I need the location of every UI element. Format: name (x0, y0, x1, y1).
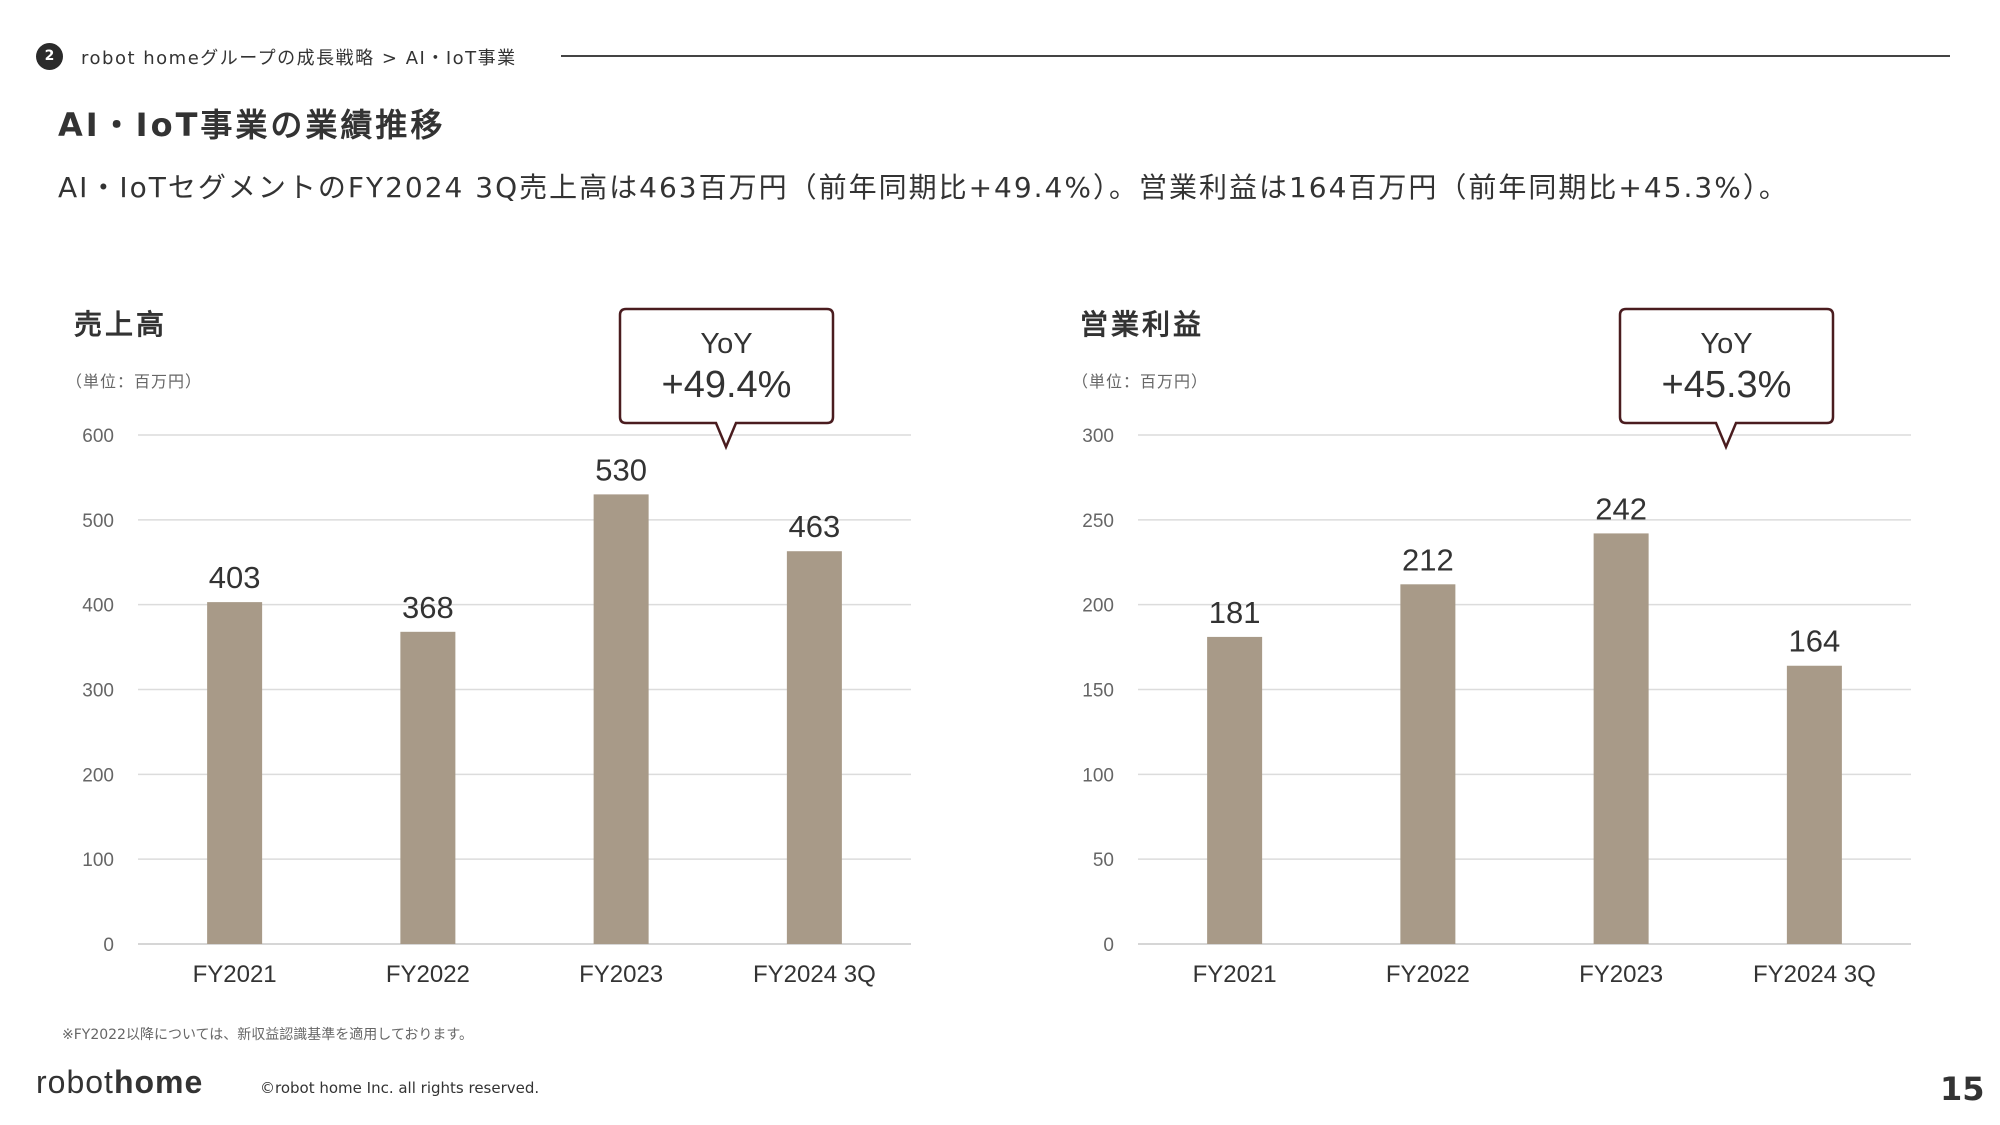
y-tick-label: 300 (82, 681, 114, 702)
x-tick-label: FY2024 3Q (753, 961, 876, 988)
y-tick-label: 500 (82, 511, 114, 532)
x-tick-label: FY2021 (1193, 961, 1277, 988)
x-tick-label: FY2024 3Q (1753, 961, 1876, 988)
x-tick-label: FY2022 (1386, 961, 1470, 988)
x-tick-label: FY2022 (386, 961, 470, 988)
x-tick-label: FY2023 (1579, 961, 1663, 988)
y-tick-label: 400 (82, 596, 114, 617)
data-label: 212 (1402, 542, 1454, 577)
logo-text-light: robot (36, 1064, 114, 1100)
data-label: 181 (1209, 595, 1261, 630)
bar-fy2022 (400, 631, 456, 944)
footnote: ※FY2022以降については、新収益認識基準を適用しております。 (62, 1027, 474, 1043)
data-label: 463 (789, 509, 841, 544)
yoy-callout-value: +45.3% (1662, 364, 1792, 406)
yoy-callout-label: YoY (700, 328, 752, 360)
operating-profit-bar-chart: 0 50 100 150 200 250 300 181 FY2021 212 FY2022 242 F… (1082, 307, 1911, 988)
y-tick-label: 0 (1103, 935, 1114, 956)
y-tick-label: 200 (82, 765, 114, 786)
bar-fy2021 (207, 602, 263, 944)
chart-title-sales: 売上高 (74, 308, 168, 341)
page-number: 15 (1940, 1070, 1985, 1108)
y-tick-label: 150 (1082, 681, 1114, 702)
y-tick-label: 100 (1082, 765, 1114, 786)
breadcrumb: robot homeグループの成長戦略 > AI・IoT事業 (81, 48, 517, 69)
y-tick-label: 200 (1082, 596, 1114, 617)
yoy-callout (1618, 307, 1835, 451)
data-label: 242 (1595, 491, 1647, 526)
data-label: 368 (402, 590, 454, 625)
bar-fy2021 (1207, 636, 1263, 944)
header-divider (561, 55, 1950, 57)
page-subtitle: AI・IoTセグメントのFY2024 3Q売上高は463百万円（前年同期比+49… (58, 171, 1789, 204)
chart-unit-operating-profit: （単位：百万円） (1072, 372, 1209, 391)
data-label: 403 (209, 560, 261, 595)
chart-unit-sales: （単位：百万円） (66, 372, 203, 391)
y-tick-label: 250 (1082, 511, 1114, 532)
y-tick-label: 600 (82, 426, 114, 447)
logo-text-bold: home (113, 1064, 204, 1100)
y-tick-label: 300 (1082, 426, 1114, 447)
bar-fy2024-3q (1786, 665, 1842, 944)
y-tick-label: 100 (82, 850, 114, 871)
bar-fy2023 (593, 494, 649, 944)
yoy-callout-label: YoY (1700, 328, 1752, 360)
section-number-badge: 2 (36, 43, 63, 70)
x-tick-label: FY2021 (193, 961, 277, 988)
copyright: ©robot home Inc. all rights reserved. (260, 1079, 540, 1097)
data-label: 164 (1789, 624, 1841, 659)
yoy-callout (618, 307, 835, 451)
sales-bar-chart: 0 100 200 300 400 500 600 403 FY2021 368 FY2022 530… (82, 307, 911, 988)
y-tick-label: 0 (103, 935, 114, 956)
chart-title-operating-profit: 営業利益 (1080, 308, 1205, 341)
page-title: AI・IoT事業の業績推移 (58, 106, 446, 144)
y-tick-label: 50 (1093, 850, 1114, 871)
yoy-callout-value: +49.4% (662, 364, 792, 406)
bar-fy2022 (1400, 584, 1456, 944)
bar-fy2023 (1593, 533, 1649, 944)
bar-fy2024-3q (786, 551, 842, 944)
robot-home-logo: robothome (36, 1064, 203, 1101)
x-tick-label: FY2023 (579, 961, 663, 988)
data-label: 530 (595, 452, 647, 487)
